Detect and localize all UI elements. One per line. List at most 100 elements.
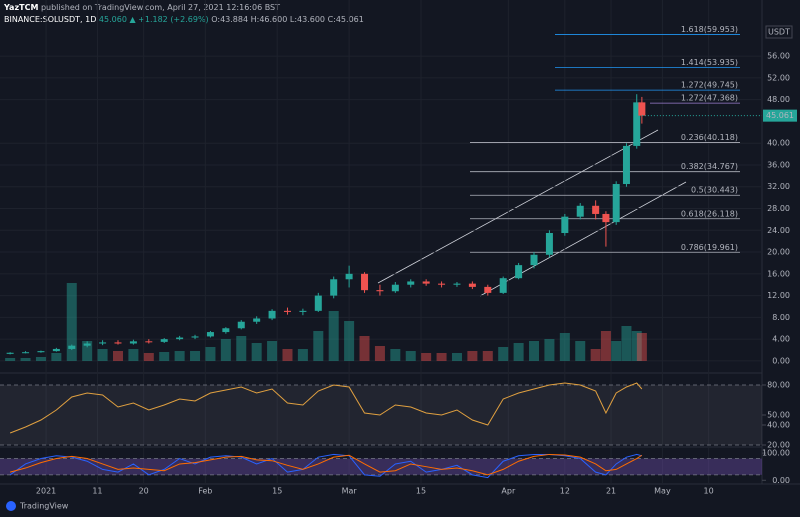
currency: USDT (768, 28, 790, 37)
last: 45.060 (99, 15, 127, 24)
ohlc-open: O:43.884 (211, 15, 248, 24)
volume-bar (559, 333, 570, 361)
ohlc-close: C:45.061 (328, 15, 364, 24)
volume-bar (482, 351, 493, 361)
volume-bar (82, 341, 93, 361)
indicator-line (9, 453, 642, 479)
y-tick-label: 40.00 (767, 139, 790, 148)
channel-lower (479, 181, 687, 297)
volume-bar (128, 349, 139, 361)
x-tick-label: May (654, 487, 671, 496)
y-tick-label: 28.00 (767, 204, 790, 213)
candle-body (530, 254, 538, 266)
candle-body (114, 342, 122, 344)
volume-bar (112, 351, 123, 361)
volume-bar (544, 339, 555, 361)
candle-body (206, 332, 214, 337)
candle-body (330, 279, 338, 296)
x-tick-label: 2021 (36, 487, 56, 496)
volume-bar (436, 353, 447, 361)
volume-bar (143, 353, 154, 361)
symbol-line: BINANCE:SOLUSDT, 1D 45.060 ▲ +1.182 (+2.… (4, 15, 364, 24)
x-tick-label: Apr (501, 487, 516, 496)
x-tick-label: 15 (272, 487, 282, 496)
last-price-tag (763, 109, 797, 122)
volume-bar (575, 341, 586, 361)
y-tick-label: 80.00 (767, 381, 790, 390)
candle-body (6, 352, 14, 354)
candle-body (253, 318, 261, 322)
candle-body (407, 281, 415, 285)
x-tick-label: 10 (704, 487, 714, 496)
fib-label: 0.236(40.118) (681, 133, 738, 142)
indicator-line (10, 453, 643, 476)
volume-bar (5, 358, 16, 361)
fib-label: 1.272(47.368) (681, 94, 738, 103)
candle-body (222, 328, 230, 333)
candle-body (314, 295, 322, 311)
volume-bar (328, 311, 339, 361)
y-tick-label: 4.00 (772, 335, 790, 344)
candle-body (361, 273, 369, 291)
fib-label: 1.414(53.935) (681, 58, 738, 67)
candle-body (453, 283, 461, 285)
volume-bar (467, 351, 478, 361)
candle-body (391, 284, 399, 292)
ohlc-low: L:43.600 (290, 15, 325, 24)
volume-bar (97, 349, 108, 361)
candle-body (176, 337, 184, 340)
y-tick-label: 56.00 (767, 52, 790, 61)
candle-body (268, 310, 276, 319)
volume-bar (297, 349, 308, 361)
candle-body (99, 342, 107, 344)
volume-bar (529, 341, 540, 361)
volume-bar (590, 349, 601, 361)
candle-body (633, 102, 641, 146)
volume-bar (621, 326, 632, 361)
volume-bar (236, 336, 247, 361)
candle-body (468, 283, 476, 287)
candle-body (145, 341, 153, 343)
x-tick-label: Feb (198, 487, 212, 496)
y-tick-label: 52.00 (767, 73, 790, 82)
volume-bar (282, 349, 293, 361)
candle-body (299, 310, 307, 312)
volume-bar (636, 333, 647, 361)
volume-bar (513, 343, 524, 361)
volume-bar (313, 331, 324, 361)
candle-body (345, 273, 353, 280)
volume-bar (267, 341, 278, 361)
fib-label: 1.618(59.953) (681, 25, 738, 34)
volume-bar (220, 339, 231, 361)
candle-body (499, 278, 507, 293)
y-tick-label: 8.00 (772, 313, 790, 322)
brand: TradingView (19, 502, 69, 511)
y-tick-label: 100.00 (762, 449, 790, 458)
y-tick-label: 20.00 (767, 441, 790, 450)
volume-bar (190, 351, 201, 361)
fib-label: 0.618(26.118) (681, 209, 738, 218)
volume-bar (344, 321, 355, 361)
candle-body (129, 341, 137, 344)
candle-body (191, 336, 199, 338)
brand-logo (6, 501, 16, 511)
candle-body (83, 343, 91, 346)
volume-bar (390, 349, 401, 361)
volume-bar (35, 357, 46, 361)
currency-box (765, 25, 793, 39)
x-tick-label: 21 (606, 487, 616, 496)
candle-body (237, 321, 245, 329)
candle-body (545, 233, 553, 255)
candle-body (515, 265, 523, 279)
fib-label: 0.382(34.767) (681, 162, 738, 171)
volume-bar (611, 341, 622, 361)
candle-body (68, 345, 76, 349)
candle-body (576, 205, 584, 217)
volume-bar (451, 353, 462, 361)
symbol: BINANCE:SOLUSDT, 1D (4, 15, 96, 24)
candle-body (484, 286, 492, 293)
volume-bar (20, 358, 31, 361)
candle-body (602, 213, 610, 223)
x-tick-label: 11 (92, 487, 102, 496)
